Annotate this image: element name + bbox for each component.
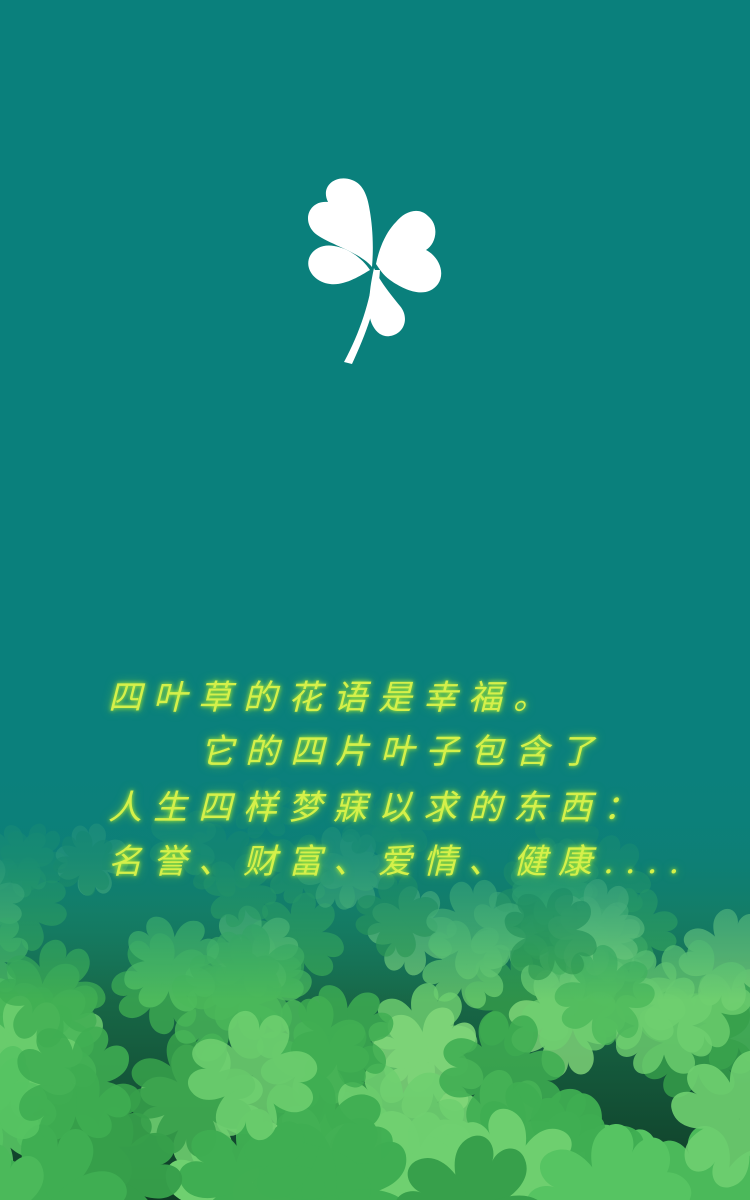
poem-line: 名誉、财富、爱情、健康....	[108, 842, 691, 882]
poem-line: 它的四片叶子包含了	[200, 732, 605, 772]
poem-line: 四叶草的花语是幸福。	[108, 678, 558, 718]
poem-line: 人生四样梦寐以求的东西：	[108, 788, 648, 828]
clover-icon	[307, 178, 442, 364]
fade-overlay	[0, 740, 750, 1000]
